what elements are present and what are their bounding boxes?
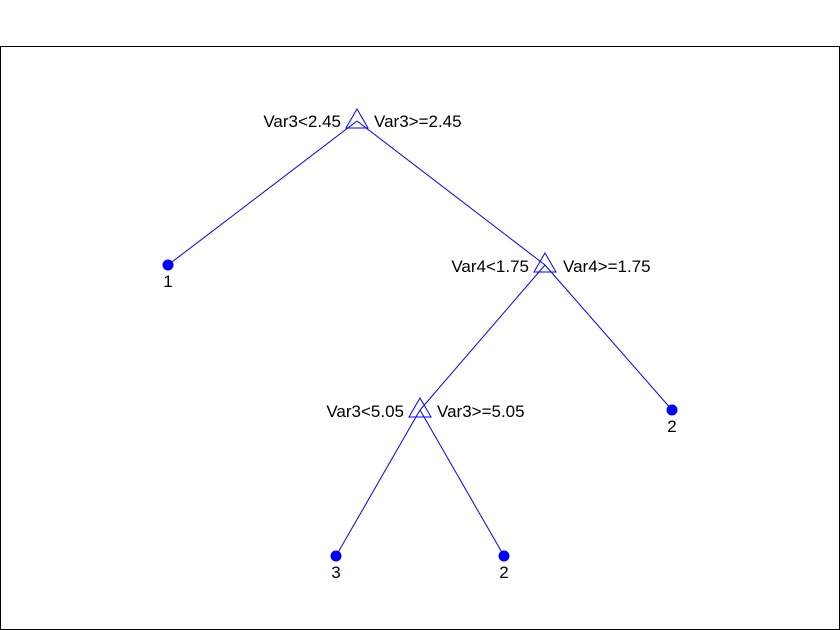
leaf-class-label: 2 [667, 417, 676, 436]
split-left-rule: Var4<1.75 [451, 257, 529, 276]
edge-root-to-split-var4 [356, 120, 546, 266]
leaf-class-label: 2 [499, 563, 508, 582]
split-var3b: Var3<5.05 Var3>=5.05 [326, 397, 525, 421]
split-root: Var3<2.45 Var3>=2.45 [263, 108, 462, 131]
leaf-1: 1 [162, 259, 174, 291]
split-right-rule: Var3>=5.05 [437, 402, 525, 421]
split-node-triangle [345, 108, 369, 129]
leaf-node-dot [162, 259, 174, 271]
leaf-3: 3 [330, 550, 342, 582]
split-var4: Var4<1.75 Var4>=1.75 [451, 252, 651, 276]
leaf-class-label: 3 [331, 563, 340, 582]
split-right-rule: Var4>=1.75 [563, 257, 651, 276]
split-node-triangle [533, 252, 557, 273]
leaf-node-dot [498, 550, 510, 562]
edge-var4-to-split-var3b [419, 264, 546, 411]
edge-var4-to-leaf-2a [544, 264, 673, 411]
split-left-rule: Var3<2.45 [263, 112, 341, 131]
split-right-rule: Var3>=2.45 [374, 112, 462, 131]
edge-var3b-to-leaf-2b [419, 409, 505, 557]
leaf-node-dot [666, 404, 678, 416]
split-node-triangle [408, 397, 432, 418]
leaf-class-label: 1 [163, 272, 172, 291]
tree-edges [167, 120, 673, 557]
edge-var3b-to-leaf-3 [335, 409, 421, 557]
leaf-2a: 2 [666, 404, 678, 436]
axes-frame [0, 46, 840, 630]
leaf-node-dot [330, 550, 342, 562]
edge-root-to-leaf-1 [167, 120, 358, 266]
leaf-2b: 2 [498, 550, 510, 582]
split-left-rule: Var3<5.05 [326, 402, 404, 421]
